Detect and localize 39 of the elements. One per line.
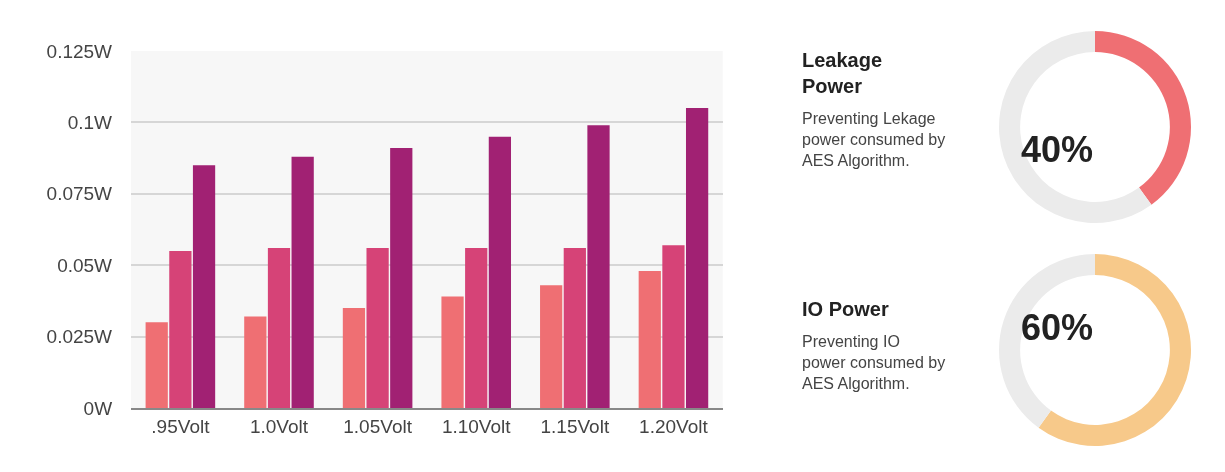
donut-slice [999,31,1152,223]
x-tick-label: 1.15Volt [540,415,610,437]
x-tick-label: 1.0Volt [249,415,309,437]
text: Preventing Lekage power consumed by AES Algorithm. [802,110,946,169]
bar [685,108,709,408]
bar [390,148,413,408]
text: IO Power [802,298,889,320]
y-tick-label: 0.1W [67,112,113,134]
bar [465,248,488,408]
x-tick-label: 1.20Volt [639,415,709,437]
bar [662,245,685,408]
x-tick-label: 1.10Volt [441,415,512,437]
bar [291,156,314,408]
y-tick-label: 0.025W [46,326,113,348]
text: Leakage Power [802,49,883,97]
bar [169,250,192,408]
y-tick-label: 0.125W [46,40,113,62]
y-tick-label: 0.075W [46,183,113,205]
text: 40% [1021,129,1094,170]
bar [267,248,291,408]
x-tick-label: .95Volt [151,415,211,437]
bar [587,125,610,408]
x-tick-label: 1.05Volt [343,415,413,437]
bar [540,285,563,408]
donut-slice [999,254,1095,428]
bar [563,248,586,408]
bar [366,248,389,408]
bar [145,322,168,408]
bar [192,165,216,408]
bar [638,270,661,408]
bar [441,296,464,408]
y-tick-label: 0.05W [57,254,113,276]
donut-slice [1095,31,1191,205]
bar [244,316,267,408]
text: Preventing IO power consumed by AES Algorithm. [802,333,946,392]
bar [342,308,366,408]
text: 60% [1021,307,1094,348]
bar [488,136,511,408]
y-tick-label: 0W [83,397,113,419]
